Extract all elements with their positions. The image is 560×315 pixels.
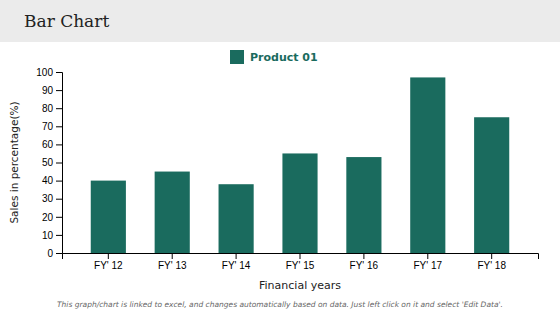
tick-mark: [491, 253, 492, 259]
tick-label: FY' 15: [286, 260, 315, 271]
tick-label: 40: [42, 175, 54, 186]
bar: [282, 153, 317, 253]
y-axis: 0 10 20 30 40 50 60 70 80 90 100: [36, 67, 62, 259]
tick-label: 20: [42, 212, 54, 223]
footnote: This graph/chart is linked to excel, and…: [57, 300, 503, 309]
tick: 100: [36, 67, 62, 78]
bar: [410, 77, 445, 253]
tick-mark: [300, 253, 301, 259]
axis-domain: [56, 73, 63, 254]
tick-mark: [56, 144, 62, 145]
tick-mark: [56, 126, 62, 127]
tick: 30: [42, 193, 62, 204]
bar: [155, 172, 190, 253]
tick-label: 100: [36, 67, 53, 78]
bar: [219, 184, 254, 253]
tick-label: 70: [42, 121, 54, 132]
tick-label: FY' 12: [94, 260, 123, 271]
tick-mark: [56, 217, 62, 218]
tick-label: FY' 18: [477, 260, 506, 271]
tick: FY' 17: [413, 253, 442, 271]
tick: 90: [42, 85, 62, 96]
legend-label: Product 01: [250, 51, 318, 64]
tick-label: FY' 16: [350, 260, 379, 271]
bar: [91, 181, 126, 253]
tick: 50: [42, 157, 62, 168]
x-axis-title: Financial years: [259, 279, 341, 292]
tick: 0: [47, 248, 62, 259]
tick-label: 10: [42, 230, 54, 241]
tick: FY' 14: [222, 253, 251, 271]
bar: [346, 157, 381, 253]
bar: [474, 117, 509, 253]
tick-mark: [56, 163, 62, 164]
tick: 60: [42, 139, 62, 150]
tick-label: FY' 13: [158, 260, 187, 271]
tick-label: 80: [42, 103, 54, 114]
tick-mark: [56, 199, 62, 200]
tick: FY' 18: [477, 253, 506, 271]
tick-mark: [427, 253, 428, 259]
tick-label: FY' 17: [413, 260, 442, 271]
tick: FY' 12: [94, 253, 123, 271]
tick-mark: [236, 253, 237, 259]
tick: 70: [42, 121, 62, 132]
tick: FY' 13: [158, 253, 187, 271]
tick-label: 50: [42, 157, 54, 168]
tick-mark: [172, 253, 173, 259]
tick-mark: [56, 181, 62, 182]
y-axis-title: Sales in percentage(%): [8, 101, 20, 223]
bars: [91, 77, 509, 253]
plot: FY' 12 FY' 13 FY' 14 FY' 15 FY' 16 FY' 17 FY' …: [36, 67, 538, 271]
tick: 40: [42, 175, 62, 186]
x-axis: FY' 12 FY' 13 FY' 14 FY' 15 FY' 16 FY' 17 FY' …: [63, 253, 539, 271]
tick-mark: [108, 253, 109, 259]
tick-label: 30: [42, 193, 54, 204]
tick-mark: [56, 253, 62, 254]
legend-swatch: [230, 50, 244, 64]
chart: Bar ChartFY' 12FY' 13FY' 14FY' 15FY' 16F…: [0, 0, 560, 315]
tick: 80: [42, 103, 62, 114]
tick-label: 0: [47, 248, 53, 259]
tick-mark: [56, 108, 62, 109]
tick-mark: [56, 235, 62, 236]
axis-domain: [63, 254, 539, 260]
tick-mark: [56, 72, 62, 73]
tick: 20: [42, 212, 62, 223]
tick: FY' 16: [350, 253, 379, 271]
title: Bar Chart: [24, 11, 109, 31]
tick-mark: [56, 90, 62, 91]
tick: 10: [42, 230, 62, 241]
tick-mark: [363, 253, 364, 259]
tick-label: 90: [42, 85, 54, 96]
title-strip: [0, 0, 560, 42]
tick: FY' 15: [286, 253, 315, 271]
tick-label: FY' 14: [222, 260, 251, 271]
legend: Product 01: [230, 50, 318, 64]
tick-label: 60: [42, 139, 54, 150]
